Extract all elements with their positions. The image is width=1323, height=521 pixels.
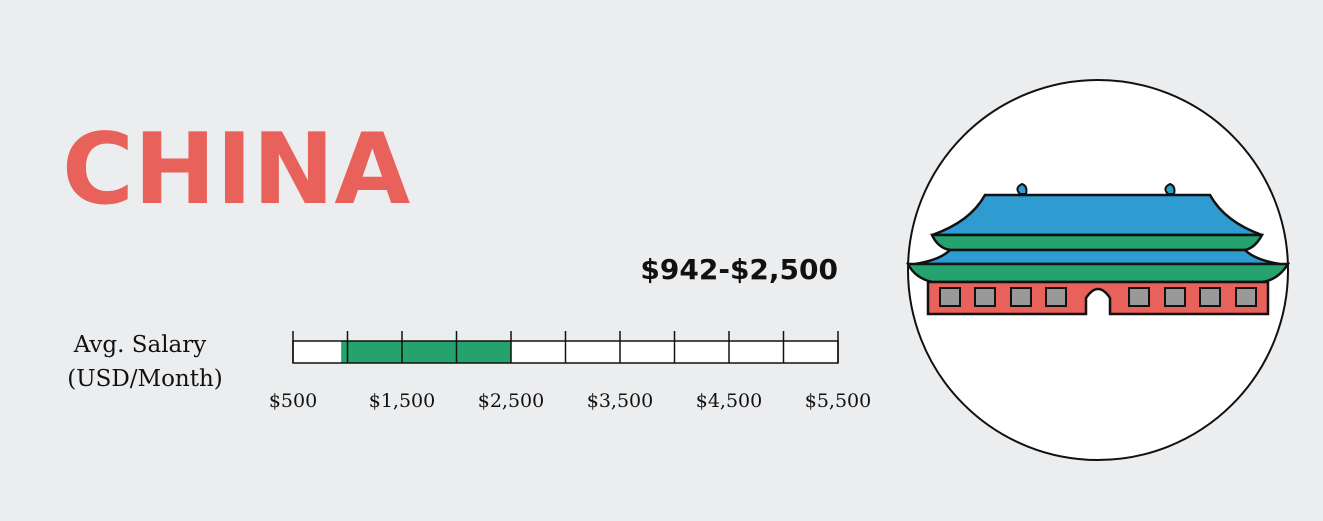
- x-tick-label: $3,500: [587, 390, 653, 412]
- axis-label: Avg. Salary: [73, 332, 207, 358]
- x-tick-label: $1,500: [369, 390, 435, 412]
- range-label: $942-$2,500: [640, 253, 838, 286]
- pagoda-illustration: [905, 79, 1291, 461]
- x-tick-label: $2,500: [478, 390, 544, 412]
- bar-outline: [292, 340, 839, 364]
- axis-label: (USD/Month): [67, 366, 223, 392]
- x-tick-label: $500: [269, 390, 317, 412]
- x-tick-label: $5,500: [805, 390, 871, 412]
- country-title: CHINA: [62, 113, 410, 227]
- range-bar: $500 $1,500 $2,500 $3,500 $4,500 $5,500: [269, 331, 871, 412]
- salary-range: [341, 341, 511, 363]
- x-tick-label: $4,500: [696, 390, 762, 412]
